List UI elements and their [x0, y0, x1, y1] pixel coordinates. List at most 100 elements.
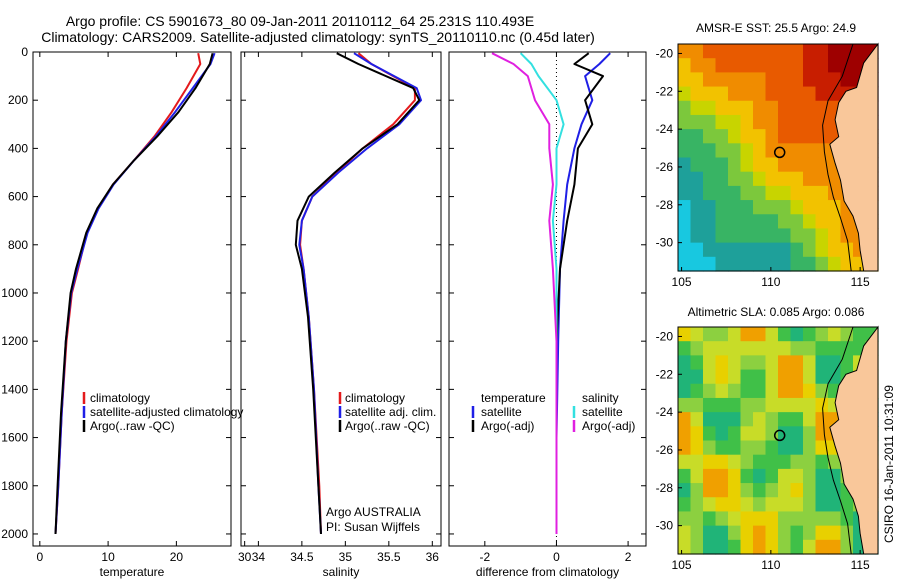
- y-tick-label: 600: [8, 190, 28, 204]
- map-cell: [703, 58, 717, 73]
- map-cell: [728, 114, 742, 130]
- map-cell: [815, 256, 829, 272]
- map-cell: [778, 440, 792, 456]
- map-cell: [715, 157, 729, 173]
- map-cell: [715, 114, 729, 130]
- map-cell: [690, 114, 704, 130]
- map-cell: [828, 525, 842, 541]
- map-cell: [678, 539, 692, 555]
- map-cell: [740, 483, 754, 498]
- map-cell: [753, 327, 767, 342]
- map-cell: [815, 525, 829, 541]
- map-cell: [765, 185, 779, 201]
- map-cell: [753, 412, 767, 427]
- map-cell: [703, 454, 717, 470]
- map-cell: [803, 483, 817, 498]
- map-cell: [815, 327, 829, 342]
- map-cell: [790, 242, 804, 258]
- map-cell: [703, 426, 717, 442]
- map-cell: [678, 412, 692, 427]
- map-cell: [765, 200, 779, 215]
- series-line: [294, 52, 421, 535]
- map-frame: [677, 326, 879, 555]
- map-cell: [815, 185, 829, 201]
- map-cell: [728, 327, 742, 342]
- map-cell: [815, 157, 829, 173]
- plot-frame: [448, 51, 647, 547]
- map-cell: [803, 397, 817, 413]
- map-cell: [828, 511, 842, 527]
- map-cell: [790, 369, 804, 385]
- map-cell: [678, 440, 692, 456]
- map-cell: [753, 256, 767, 272]
- map-cell: [840, 327, 854, 342]
- series-line: [491, 52, 558, 534]
- x-tick-label: 35: [339, 550, 353, 564]
- map-cell: [715, 214, 729, 230]
- map-cell: [690, 86, 704, 102]
- map-cell: [815, 426, 829, 442]
- map-cell: [778, 454, 792, 470]
- map-cell: [790, 143, 804, 159]
- map-cell: [765, 242, 779, 258]
- map-cell: [840, 44, 854, 59]
- map-cell: [790, 412, 804, 427]
- map-cell: [740, 511, 754, 527]
- series-line: [555, 52, 611, 534]
- x-tick-label: 110: [761, 275, 780, 289]
- map-cell: [740, 397, 754, 413]
- map-cell: [703, 511, 717, 527]
- map-cell: [840, 228, 854, 244]
- map-cell: [703, 369, 717, 385]
- map-cell: [790, 483, 804, 498]
- map-cell: [678, 454, 692, 470]
- map-cell: [803, 228, 817, 244]
- map-cell: [715, 412, 729, 427]
- map-cell: [790, 228, 804, 244]
- map-cell: [728, 129, 742, 144]
- map-cell: [803, 327, 817, 342]
- map-cell: [753, 539, 767, 555]
- map-cell: [828, 228, 842, 244]
- map-cell: [765, 114, 779, 130]
- map-cell: [690, 157, 704, 173]
- map-cell: [715, 397, 729, 413]
- map-cell: [840, 511, 854, 527]
- map-cell: [815, 44, 829, 59]
- map-cell: [678, 143, 692, 159]
- map-cell: [765, 228, 779, 244]
- shelf-contour: [822, 43, 854, 272]
- legend-label-climatology: climatology: [90, 391, 150, 405]
- map-cell: [803, 440, 817, 456]
- x-tick-label: 105: [672, 558, 692, 572]
- legend-label-satellite: satellite adj. clim.: [345, 405, 436, 419]
- map-cell: [740, 214, 754, 230]
- map-cell: [790, 114, 804, 130]
- map-cell: [840, 214, 854, 230]
- map-cell: [728, 341, 742, 356]
- map-cell: [803, 171, 817, 187]
- x-tick-label: 105: [672, 275, 692, 289]
- map-cell: [678, 397, 692, 413]
- map-cell: [690, 100, 704, 116]
- map-cell: [778, 72, 792, 88]
- map-cell: [740, 228, 754, 244]
- map-cell: [740, 497, 754, 513]
- map-cell: [753, 511, 767, 527]
- map-cell: [803, 200, 817, 215]
- map-cell: [728, 440, 742, 456]
- map-cell: [778, 412, 792, 427]
- map-cell: [728, 454, 742, 470]
- y-tick-label: 1600: [1, 431, 28, 445]
- map-cell: [803, 129, 817, 144]
- map-cell: [715, 341, 729, 356]
- map-cell: [703, 171, 717, 187]
- x-tick-label: 110: [761, 558, 780, 572]
- map-cell: [828, 171, 842, 187]
- map-cell: [728, 355, 742, 371]
- map-cell: [765, 327, 779, 342]
- map-cell: [728, 214, 742, 230]
- map-cell: [740, 426, 754, 442]
- map-cell: [790, 327, 804, 342]
- map-cell: [753, 129, 767, 144]
